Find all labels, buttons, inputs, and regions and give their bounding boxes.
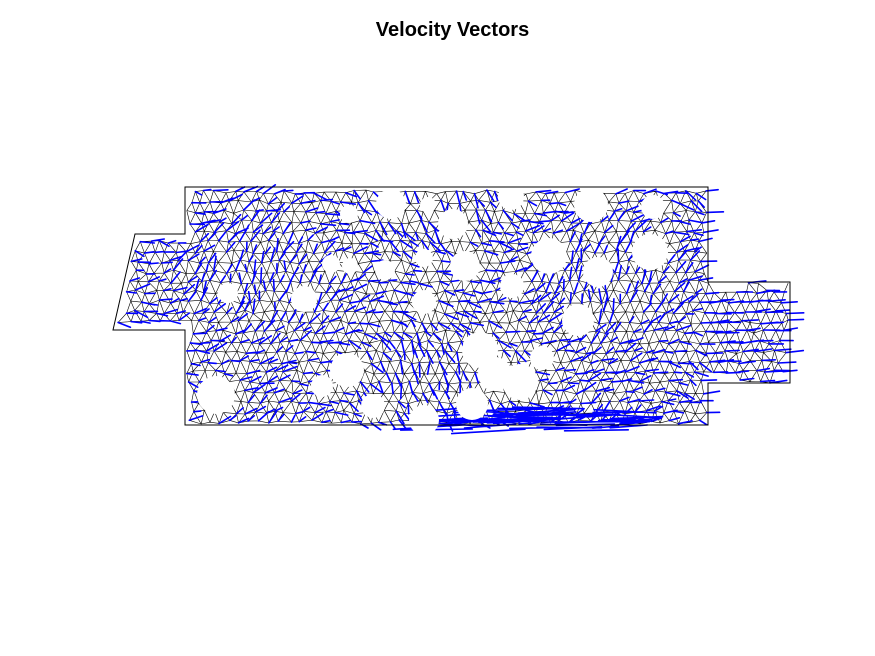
hole [562, 304, 594, 336]
hole [375, 260, 395, 280]
hole [342, 258, 358, 274]
hole [376, 189, 406, 219]
vector-layer [117, 184, 805, 435]
hole [632, 234, 668, 270]
mesh-layer [117, 189, 789, 425]
figure-title: Velocity Vectors [375, 19, 530, 41]
hole [291, 286, 317, 312]
hole [456, 388, 488, 420]
hole [218, 283, 238, 303]
hole [438, 209, 468, 239]
hole [340, 205, 358, 223]
hole [530, 346, 554, 370]
hole [531, 238, 567, 274]
hole [450, 251, 480, 281]
hole [322, 255, 340, 273]
hole [498, 184, 524, 210]
hole [502, 364, 538, 400]
velocity-arrows [117, 184, 805, 435]
hole [415, 249, 433, 267]
hole [330, 353, 364, 387]
hole [361, 394, 385, 418]
holes-layer [197, 184, 668, 435]
hole [641, 195, 665, 219]
domain-boundary [112, 186, 791, 426]
hole [583, 257, 613, 287]
hole [500, 274, 524, 298]
hole [420, 197, 436, 213]
hole [412, 290, 436, 314]
mesh-edges [117, 189, 789, 425]
hole [574, 188, 608, 222]
hole [311, 375, 333, 397]
hole [197, 376, 235, 414]
hole [409, 405, 439, 435]
